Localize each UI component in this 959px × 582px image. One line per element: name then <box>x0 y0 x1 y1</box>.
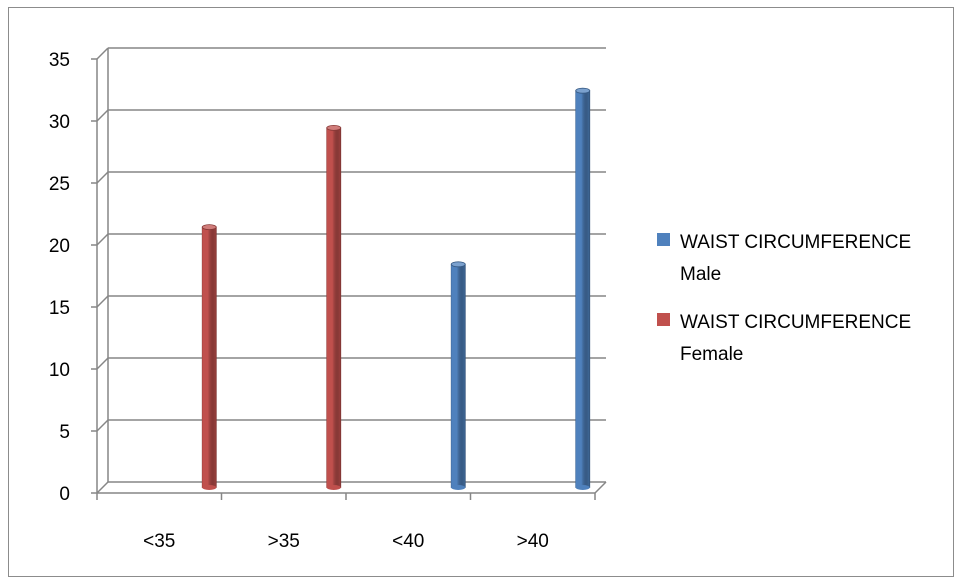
legend-swatch <box>657 233 670 246</box>
bar-top <box>201 224 217 231</box>
x-tick-label: >35 <box>268 531 300 552</box>
y-tick-label: 25 <box>49 174 70 195</box>
bar <box>201 224 217 490</box>
x-tick-label: <35 <box>143 531 175 552</box>
bar-top <box>575 87 591 94</box>
gridline-depth <box>96 357 109 370</box>
gridline-depth <box>96 295 109 308</box>
y-tick-label: 35 <box>49 50 70 71</box>
bar-base <box>451 485 466 490</box>
bar-base <box>202 485 217 490</box>
gridline-depth <box>96 233 109 246</box>
legend-item: WAIST CIRCUMFERENCE Male <box>657 232 911 285</box>
bar <box>450 261 466 490</box>
bar <box>326 125 342 490</box>
legend-label: WAIST CIRCUMFERENCE <box>680 232 911 253</box>
x-tick-label: >40 <box>517 531 549 552</box>
y-tick-label: 5 <box>59 422 70 443</box>
y-tick-label: 30 <box>49 112 70 133</box>
legend-label: Male <box>680 264 721 285</box>
bar-shade <box>575 90 590 488</box>
floor-depth-edge <box>594 481 607 494</box>
x-axis-ticks: <35 >35 <40 >40 <box>96 493 596 552</box>
x-tick-label: <40 <box>392 531 424 552</box>
bar-shade <box>326 127 341 488</box>
gridline-depth <box>96 47 109 60</box>
legend-swatch <box>657 313 670 326</box>
legend-item: WAIST CIRCUMFERENCE Female <box>657 312 911 365</box>
y-axis-ticks: 0 5 10 15 20 25 30 35 <box>49 50 97 505</box>
bar-top <box>326 125 342 131</box>
bars <box>201 87 591 490</box>
bar-top <box>450 261 466 268</box>
bar-shade <box>202 227 217 488</box>
bar-base <box>575 485 590 490</box>
gridline-depth <box>96 109 109 122</box>
gridline-depth <box>96 481 109 494</box>
y-tick-label: 0 <box>59 484 70 505</box>
bar-base <box>326 485 341 490</box>
y-tick-label: 20 <box>49 236 70 257</box>
gridlines <box>96 47 606 494</box>
y-tick-label: 15 <box>49 298 70 319</box>
y-tick-label: 10 <box>49 360 70 381</box>
gridline-depth <box>96 419 109 432</box>
legend-label: WAIST CIRCUMFERENCE <box>680 312 911 333</box>
bar <box>575 87 591 490</box>
axes <box>96 48 607 494</box>
bar-shade <box>451 264 466 488</box>
gridline-depth <box>96 171 109 184</box>
legend-label: Female <box>680 344 743 365</box>
